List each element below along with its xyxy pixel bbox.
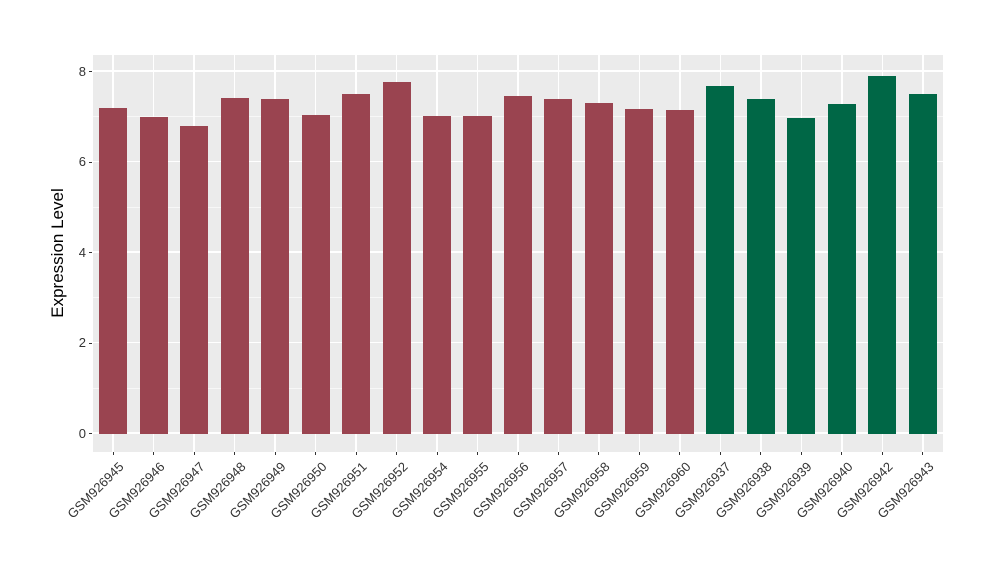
y-tick-label: 4 [78, 244, 86, 260]
x-tick-mark [153, 452, 155, 455]
y-tick-label: 0 [78, 425, 86, 441]
y-tick-mark [89, 71, 92, 73]
x-tick-mark [274, 452, 276, 455]
bar [301, 114, 330, 434]
y-tick-mark [89, 252, 92, 254]
bar [180, 126, 209, 434]
x-tick-mark [234, 452, 236, 455]
x-tick-mark [638, 452, 640, 455]
bar [503, 95, 533, 434]
y-tick-label: 6 [78, 154, 86, 170]
bar [746, 98, 775, 434]
x-tick-mark [922, 452, 924, 455]
x-tick-mark [315, 452, 317, 455]
bar [220, 98, 249, 434]
bar [99, 107, 128, 434]
x-tick-mark [355, 452, 357, 455]
x-tick-mark [193, 452, 195, 455]
bar [706, 86, 735, 434]
plot-panel [93, 55, 943, 452]
bar [787, 118, 816, 434]
bar [625, 108, 654, 434]
y-tick-label: 2 [78, 335, 86, 351]
x-tick-mark [679, 452, 681, 455]
x-tick-mark [557, 452, 559, 455]
bar [342, 93, 371, 434]
x-tick-mark [517, 452, 519, 455]
bar [463, 116, 492, 434]
bar [139, 117, 168, 434]
bar [665, 109, 694, 434]
x-tick-mark [436, 452, 438, 455]
x-tick-mark [841, 452, 843, 455]
bar [908, 93, 937, 434]
bar [423, 116, 452, 434]
y-tick-mark [89, 433, 92, 435]
y-tick-label: 8 [78, 63, 86, 79]
bar [584, 103, 613, 434]
x-tick-mark [760, 452, 762, 455]
x-tick-mark [396, 452, 398, 455]
bar [827, 104, 856, 434]
bar [544, 98, 573, 434]
x-tick-mark [598, 452, 600, 455]
y-tick-mark [89, 161, 92, 163]
bar [868, 76, 897, 434]
x-tick-mark [881, 452, 883, 455]
x-tick-mark [800, 452, 802, 455]
x-tick-mark [719, 452, 721, 455]
y-tick-mark [89, 342, 92, 344]
x-tick-mark [112, 452, 114, 455]
x-tick-mark [477, 452, 479, 455]
bar [261, 99, 290, 434]
bar [382, 81, 411, 434]
